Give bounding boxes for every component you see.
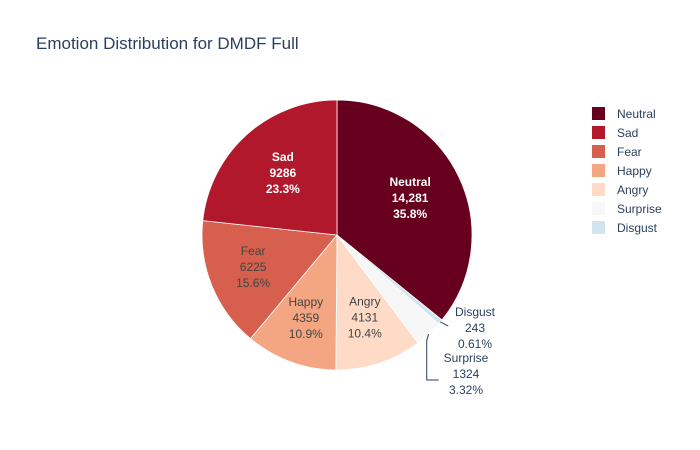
legend-swatch bbox=[592, 126, 605, 139]
pie-slice-fear bbox=[201, 220, 338, 340]
pie-slices bbox=[201, 99, 473, 371]
pie-slice-sad bbox=[202, 99, 338, 236]
pie-slice-happy bbox=[249, 233, 338, 371]
legend-item-fear[interactable]: Fear bbox=[592, 142, 662, 161]
legend-item-disgust[interactable]: Disgust bbox=[592, 218, 662, 237]
pie-slice-neutral bbox=[336, 99, 473, 321]
legend-swatch bbox=[592, 221, 605, 234]
slice-label-happy: Happy 4359 10.9% bbox=[288, 295, 323, 341]
legend-swatch bbox=[592, 164, 605, 177]
legend-label: Angry bbox=[617, 182, 649, 197]
legend-item-angry[interactable]: Angry bbox=[592, 180, 662, 199]
chart-title: Emotion Distribution for DMDF Full bbox=[36, 34, 299, 53]
legend-swatch bbox=[592, 183, 605, 196]
legend-swatch bbox=[592, 145, 605, 158]
slice-label-fear: Fear 6225 15.6% bbox=[236, 244, 270, 290]
slice-label-sad: Sad 9286 23.3% bbox=[266, 150, 300, 196]
legend: Neutral Sad Fear Happy Angry Surprise Disgust bbox=[592, 104, 662, 237]
legend-item-neutral[interactable]: Neutral bbox=[592, 104, 662, 123]
pie-slice-angry bbox=[335, 233, 419, 371]
legend-swatch bbox=[592, 202, 605, 215]
connector-surprise bbox=[426, 333, 439, 381]
legend-item-happy[interactable]: Happy bbox=[592, 161, 662, 180]
label-connectors bbox=[426, 321, 449, 381]
legend-label: Fear bbox=[617, 144, 642, 159]
slice-label-neutral: Neutral 14,281 35.8% bbox=[389, 175, 430, 221]
slice-label-disgust: Disgust 243 0.61% bbox=[455, 305, 496, 351]
legend-label: Happy bbox=[617, 163, 652, 178]
legend-label: Neutral bbox=[617, 106, 656, 121]
legend-label: Disgust bbox=[617, 220, 658, 235]
slice-label-surprise: Surprise 1324 3.32% bbox=[444, 351, 489, 397]
connector-disgust bbox=[440, 321, 449, 327]
legend-label: Surprise bbox=[617, 201, 662, 216]
legend-swatch bbox=[592, 107, 605, 120]
legend-label: Sad bbox=[617, 125, 639, 140]
slice-labels: Neutral 14,281 35.8% Disgust 243 0.61%Surpris… bbox=[236, 150, 496, 397]
legend-item-sad[interactable]: Sad bbox=[592, 123, 662, 142]
legend-item-surprise[interactable]: Surprise bbox=[592, 199, 662, 218]
slice-label-angry: Angry 4131 10.4% bbox=[348, 295, 382, 341]
